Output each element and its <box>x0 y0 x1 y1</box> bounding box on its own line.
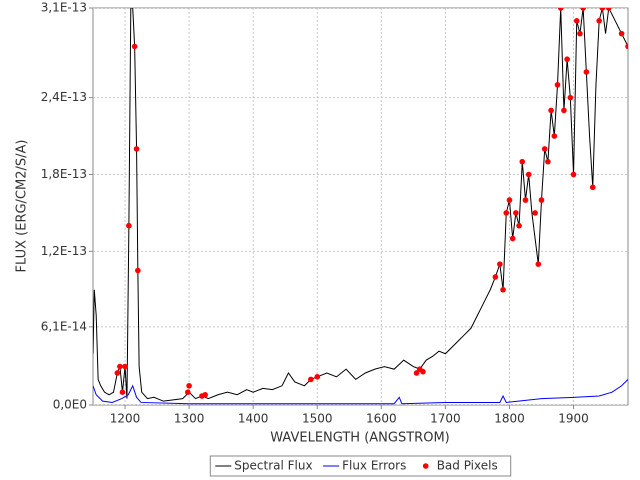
bad-pixel <box>314 374 321 380</box>
bad-pixel <box>202 391 208 398</box>
bad-pixel <box>561 107 567 114</box>
y-tick-label: 2,4E-13 <box>41 90 87 104</box>
bad-pixel <box>577 30 583 37</box>
legend-box <box>209 455 512 477</box>
bad-pixel <box>117 363 123 370</box>
bad-pixel <box>114 370 121 376</box>
bad-pixel <box>420 368 426 375</box>
bad-pixel <box>519 158 526 165</box>
x-tick-label: 1300 <box>174 412 205 426</box>
bad-pixel <box>133 146 140 152</box>
bad-pixel <box>516 222 522 229</box>
y-tick-label: 1,8E-13 <box>41 167 87 181</box>
bad-pixel <box>500 286 506 293</box>
plot-area <box>92 7 629 406</box>
bad-pixel <box>503 210 510 216</box>
bad-pixel <box>570 171 577 178</box>
legend-label: Bad Pixels <box>437 459 498 473</box>
legend-symbol <box>422 463 429 469</box>
bad-pixel <box>625 43 628 50</box>
y-tick-label: 3,1E-13 <box>41 1 87 15</box>
bad-pixel <box>605 8 612 11</box>
x-tick-label: 1600 <box>366 412 397 426</box>
y-tick-label: 6,1E-14 <box>41 319 87 333</box>
bad-pixel <box>135 267 141 274</box>
bad-pixel <box>545 158 551 165</box>
bad-pixel <box>567 94 574 101</box>
bad-pixel <box>541 146 548 152</box>
bad-pixel <box>532 210 538 216</box>
x-tick-label: 1400 <box>238 412 269 426</box>
bad-pixel <box>589 184 596 191</box>
series-line <box>93 379 628 405</box>
bad-pixel <box>186 382 192 389</box>
bad-pixel <box>497 261 503 267</box>
x-axis-label: WAVELENGTH (ANGSTROM) <box>270 431 449 446</box>
bad-pixel <box>126 222 132 229</box>
legend-label: Spectral Flux <box>234 459 312 473</box>
x-tick-label: 1900 <box>558 412 589 426</box>
bad-pixel <box>122 363 128 370</box>
legend: Spectral Flux Flux Errors Bad Pixels <box>209 455 512 477</box>
y-tick-label: 0,0E0 <box>53 398 87 412</box>
x-tick-label: 1700 <box>430 412 461 426</box>
x-tick-label: 1800 <box>494 412 525 426</box>
bad-pixel <box>185 389 191 395</box>
plot-layer <box>93 8 628 405</box>
bad-pixel <box>119 389 126 395</box>
y-axis-label: FLUX (ERG/CM2/S/A) <box>15 140 30 273</box>
y-tick-label: 1,2E-13 <box>41 244 87 258</box>
bad-pixel <box>413 370 420 376</box>
bad-pixel <box>551 133 558 139</box>
bad-pixel <box>513 210 519 216</box>
x-tick-label: 1200 <box>110 412 141 426</box>
legend-label: Flux Errors <box>342 459 406 473</box>
bad-pixel <box>573 18 580 24</box>
bad-pixel <box>492 274 499 280</box>
bad-pixel <box>538 197 545 203</box>
x-tick-label: 1500 <box>302 412 333 426</box>
bad-pixel <box>557 8 564 11</box>
bad-pixel <box>596 18 602 24</box>
bad-pixel <box>522 197 529 203</box>
series-line <box>93 8 628 402</box>
bad-pixel <box>131 43 138 50</box>
bad-pixel <box>525 171 532 178</box>
bad-pixel <box>564 56 570 63</box>
bad-pixel <box>618 30 625 37</box>
bad-pixel <box>548 107 554 114</box>
bad-pixel <box>535 261 542 267</box>
bad-pixel <box>580 8 586 11</box>
bad-pixel <box>554 82 561 88</box>
bad-pixel <box>509 235 516 242</box>
bad-pixel <box>506 197 513 203</box>
bad-pixel <box>308 376 314 383</box>
bad-pixel <box>599 8 606 11</box>
bad-pixel <box>583 69 590 75</box>
